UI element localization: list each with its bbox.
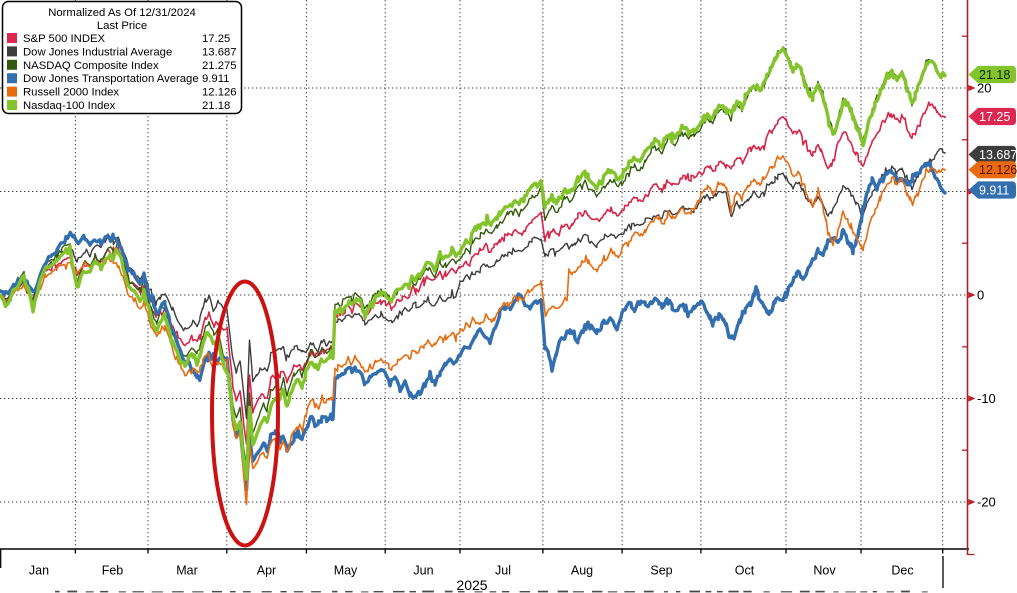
svg-text:Dow Jones Industrial Average: Dow Jones Industrial Average	[23, 46, 172, 58]
svg-text:-20: -20	[977, 495, 996, 510]
svg-text:Jan: Jan	[29, 564, 49, 578]
svg-text:S&P 500 INDEX: S&P 500 INDEX	[23, 33, 106, 45]
svg-text:Jun: Jun	[413, 564, 433, 578]
svg-text:9.911: 9.911	[979, 183, 1009, 197]
svg-text:21.275: 21.275	[202, 60, 237, 72]
svg-text:Russell 2000 Index: Russell 2000 Index	[23, 87, 119, 99]
svg-text:Oct: Oct	[735, 564, 755, 578]
svg-text:-10: -10	[977, 391, 996, 406]
svg-text:Nov: Nov	[813, 564, 836, 578]
svg-text:21.18: 21.18	[979, 68, 1010, 82]
svg-text:May: May	[334, 564, 358, 578]
svg-text:9.911: 9.911	[202, 73, 229, 85]
svg-text:Dec: Dec	[891, 564, 913, 578]
svg-text:Feb: Feb	[102, 564, 124, 578]
svg-text:12.126: 12.126	[979, 163, 1017, 177]
svg-text:17.25: 17.25	[202, 33, 230, 45]
svg-text:12.126: 12.126	[202, 87, 237, 99]
svg-text:21.18: 21.18	[202, 100, 230, 112]
svg-text:Last Price: Last Price	[97, 20, 147, 32]
svg-text:Dow Jones Transportation Avera: Dow Jones Transportation Average	[23, 73, 199, 85]
svg-text:Normalized As Of 12/31/2024: Normalized As Of 12/31/2024	[48, 7, 196, 19]
svg-text:20: 20	[977, 81, 991, 96]
svg-text:17.25: 17.25	[979, 110, 1010, 124]
svg-text:13.687: 13.687	[979, 148, 1017, 162]
svg-text:Apr: Apr	[257, 564, 276, 578]
svg-text:NASDAQ Composite Index: NASDAQ Composite Index	[23, 60, 159, 72]
svg-text:2025: 2025	[456, 577, 487, 593]
svg-text:Sep: Sep	[650, 564, 672, 578]
svg-text:Mar: Mar	[176, 564, 198, 578]
svg-text:0: 0	[977, 288, 984, 303]
svg-text:Nasdaq-100 Index: Nasdaq-100 Index	[23, 100, 116, 112]
svg-text:Aug: Aug	[571, 564, 593, 578]
svg-text:13.687: 13.687	[202, 46, 237, 58]
svg-text:Jul: Jul	[495, 564, 511, 578]
